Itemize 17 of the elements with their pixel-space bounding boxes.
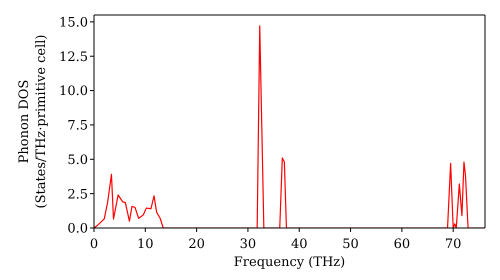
x-tick-label: 30	[240, 237, 256, 252]
x-axis-title: Frequency (THz)	[234, 255, 346, 270]
y-tick-label: 12.5	[59, 50, 88, 65]
x-tick-label: 60	[394, 237, 410, 252]
y-tick-label: 15.0	[59, 15, 88, 30]
y-tick-label: 5.0	[67, 152, 88, 168]
x-tick-label: 40	[290, 237, 308, 252]
x-tick-label: 10	[137, 237, 154, 252]
y-tick-label: 7.5	[67, 118, 88, 134]
y-tick-label: 2.5	[67, 187, 88, 202]
x-tick-label: 20	[188, 237, 205, 252]
x-tick-label: 0	[90, 237, 98, 252]
x-tick-label: 50	[342, 237, 359, 252]
y-tick-label: 10.0	[59, 84, 88, 100]
x-tick-label: 70	[444, 237, 462, 252]
y-tick-label: 0.0	[67, 222, 88, 237]
y-axis-title: Phonon DOS (States/THz·primitive cell)	[17, 34, 49, 209]
